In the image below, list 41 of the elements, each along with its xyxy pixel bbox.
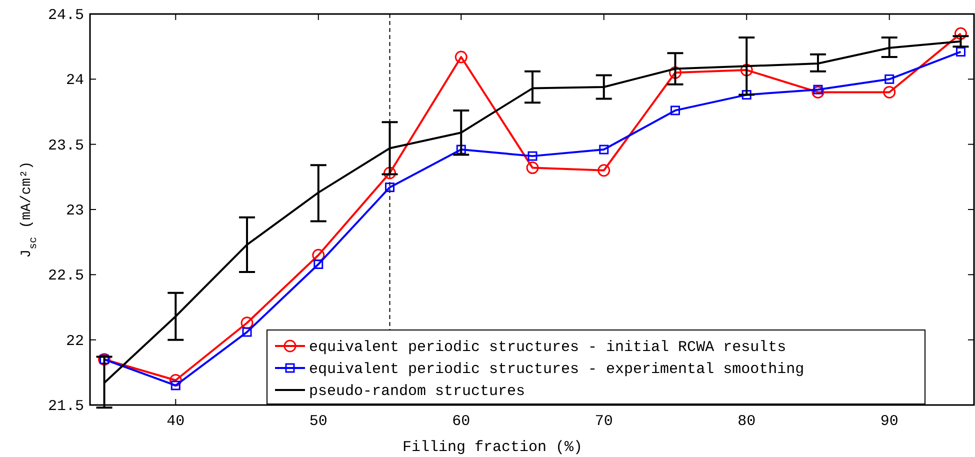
legend-label: pseudo-random structures xyxy=(309,383,526,400)
point xyxy=(240,316,254,330)
point xyxy=(742,90,752,100)
y-tick-label: 23.5 xyxy=(48,137,84,154)
x-tick-label: 90 xyxy=(880,413,898,430)
point xyxy=(384,166,396,180)
x-tick-label: 60 xyxy=(452,413,470,430)
y-tick-label: 22.5 xyxy=(48,268,84,285)
point xyxy=(740,64,753,76)
point xyxy=(170,380,180,390)
x-tick-label: 70 xyxy=(594,413,613,430)
point xyxy=(312,248,325,262)
point xyxy=(314,259,324,269)
point xyxy=(956,47,966,57)
point xyxy=(670,106,680,116)
point xyxy=(599,144,609,154)
point xyxy=(454,50,468,64)
point xyxy=(169,374,182,386)
y-tick-label: 24 xyxy=(66,72,84,90)
point xyxy=(598,164,610,177)
y-tick-label: 23 xyxy=(66,202,84,220)
x-tick-label: 50 xyxy=(309,413,328,430)
x-tick-label: 80 xyxy=(738,413,756,430)
point xyxy=(528,151,538,161)
point xyxy=(242,327,252,337)
point xyxy=(526,162,539,174)
point xyxy=(954,27,967,40)
y-tick-label: 24.5 xyxy=(48,7,84,24)
point xyxy=(385,182,395,192)
x-axis-title: Filling fraction (%) xyxy=(402,439,583,456)
point xyxy=(668,66,682,79)
point xyxy=(883,86,896,98)
y-tick-label: 22 xyxy=(66,332,84,350)
point xyxy=(812,86,824,98)
point xyxy=(884,74,894,84)
y-tick-label: 21.5 xyxy=(48,398,84,415)
x-tick-label: 40 xyxy=(166,413,185,430)
legend-label: equivalent periodic structures - experimental smoothing xyxy=(309,361,804,378)
legend-label: equivalent periodic structures - initial RCWA results xyxy=(309,339,786,356)
point xyxy=(456,144,466,154)
point xyxy=(813,84,823,94)
